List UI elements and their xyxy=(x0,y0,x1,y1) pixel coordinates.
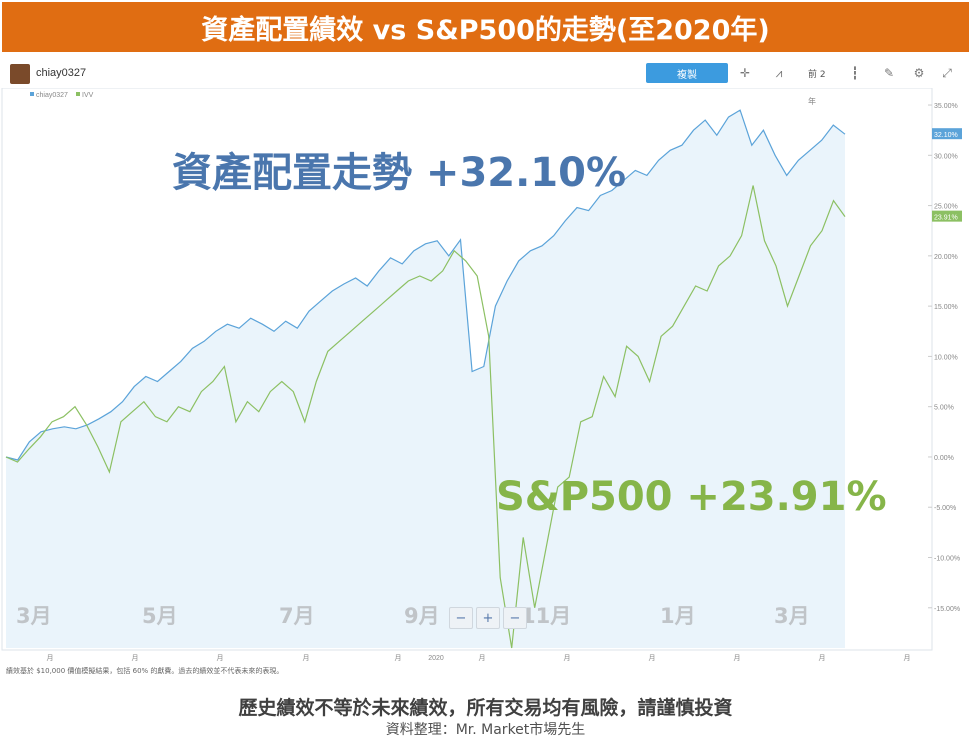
avatar[interactable] xyxy=(10,64,30,84)
x-tick-label: 月 xyxy=(303,654,310,662)
zoom-controls: − + − xyxy=(449,607,527,629)
month-label: 7月 xyxy=(279,604,315,628)
y-tick-label: 30.00% xyxy=(934,153,958,160)
y-tick-label: 15.00% xyxy=(934,304,958,311)
portfolio-series-line xyxy=(5,109,846,461)
y-tick-label: 20.00% xyxy=(934,254,958,261)
risk-warning: 歷史績效不等於未來績效，所有交易均有風險，請謹慎投資 xyxy=(238,697,733,719)
banner-title: 資產配置績效 vs S&P500的走勢(至2020年) xyxy=(201,14,770,46)
y-tick-label: -5.00% xyxy=(934,505,956,512)
x-tick-label: 月 xyxy=(564,654,571,662)
line-chart-icon[interactable]: ⩘ xyxy=(775,65,783,80)
chart-toolbar: chiay0327 複製 ✛ ⩘ 前 2 ┇ ✎ ⚙ ⤢ xyxy=(2,60,966,90)
zoom-in-button[interactable]: + xyxy=(476,607,500,629)
x-tick-label: 月 xyxy=(904,654,911,662)
y-tick-label: 0.00% xyxy=(934,455,954,462)
portfolio-area-fill xyxy=(6,110,845,649)
x-tick-label: 月 xyxy=(479,654,486,662)
portfolio-return-label: 資產配置走勢 +32.10% xyxy=(172,150,627,196)
legend-swatch xyxy=(30,92,34,96)
x-tick-label: 月 xyxy=(132,654,139,662)
zoom-out-button[interactable]: − xyxy=(449,607,473,629)
x-tick-label: 月 xyxy=(217,654,224,662)
y-tick-label: -10.00% xyxy=(934,556,960,563)
gear-icon[interactable]: ⚙ xyxy=(913,66,925,80)
y-tick-label: 35.00% xyxy=(934,103,958,110)
legend-swatch xyxy=(76,92,80,96)
legend-item: chiay0327 xyxy=(36,92,68,99)
candlestick-icon[interactable]: ┇ xyxy=(851,66,859,80)
month-label: 11月 xyxy=(521,604,572,628)
end-value-label: 23.91% xyxy=(934,215,958,222)
month-label: 5月 xyxy=(142,604,178,628)
y-tick-label: 25.00% xyxy=(934,204,958,211)
sp500-return-label: S&P500 +23.91% xyxy=(496,474,887,520)
y-tick-label: 10.00% xyxy=(934,354,958,361)
x-tick-label: 月 xyxy=(47,654,54,662)
y-tick-label: -15.00% xyxy=(934,606,960,613)
pencil-icon[interactable]: ✎ xyxy=(883,66,895,80)
legend-item: IVV xyxy=(82,92,94,99)
y-tick-label: 5.00% xyxy=(934,405,954,412)
x-tick-label: 2020 xyxy=(428,655,444,662)
month-label: 1月 xyxy=(660,604,696,628)
month-label: 9月 xyxy=(404,604,440,628)
sp500-series-line xyxy=(5,185,846,649)
x-tick-label: 月 xyxy=(734,654,741,662)
x-tick-label: 月 xyxy=(819,654,826,662)
performance-chart: chiay0327 IVV 35.00% 30.00% 25.00% 20.00% 15.0… xyxy=(1,88,962,662)
x-tick-label: 月 xyxy=(395,654,402,662)
x-tick-label: 月 xyxy=(649,654,656,662)
chart-disclaimer: 績效基於 $10,000 價值模擬結果，包括 60% 的獻費。過去的績效並不代表… xyxy=(6,667,284,675)
end-value-label: 32.10% xyxy=(934,132,958,139)
year-marker: 年 xyxy=(808,96,816,106)
month-label: 3月 xyxy=(774,604,810,628)
crosshair-icon[interactable]: ✛ xyxy=(739,66,751,80)
end-value-badge xyxy=(932,128,962,140)
copy-button[interactable]: 複製 xyxy=(646,63,728,83)
data-credit: 資料整理：Mr. Market市場先生 xyxy=(385,722,586,738)
title-banner: 資產配置績效 vs S&P500的走勢(至2020年) xyxy=(2,2,969,52)
end-value-badge xyxy=(932,210,962,222)
username[interactable]: chiay0327 xyxy=(36,67,87,79)
zoom-reset-button[interactable]: − xyxy=(503,607,527,629)
range-selector[interactable]: 前 2 xyxy=(808,70,826,80)
expand-icon[interactable]: ⤢ xyxy=(942,65,952,80)
month-label: 3月 xyxy=(16,604,52,628)
